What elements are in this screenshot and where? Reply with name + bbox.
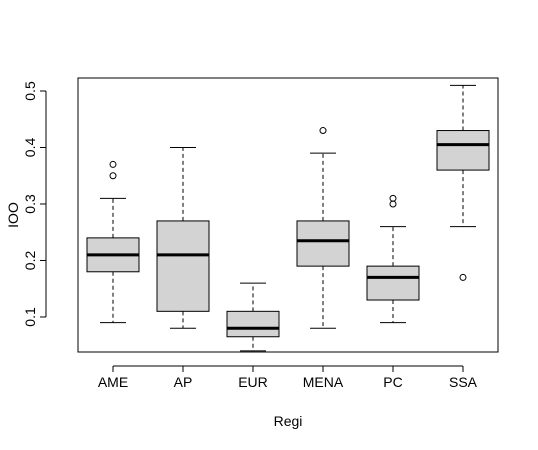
iqr-box — [436, 130, 490, 171]
iqr-box — [226, 310, 280, 338]
x-tick-label: SSA — [449, 374, 478, 390]
outlier-point — [109, 160, 117, 168]
x-axis-label: Regi — [274, 413, 303, 429]
y-tick-label: 0.3 — [22, 194, 38, 214]
outlier-point — [319, 127, 327, 135]
box-mena — [296, 127, 350, 329]
y-tick-label: 0.2 — [22, 251, 38, 271]
y-axis-label: IOO — [5, 202, 21, 228]
x-tick-label: PC — [383, 374, 402, 390]
box-ap — [156, 146, 210, 329]
plot-frame — [77, 77, 499, 353]
x-tick-label: EUR — [238, 374, 268, 390]
y-tick-label: 0.1 — [22, 307, 38, 327]
box-ame — [86, 160, 140, 324]
outlier-point — [459, 273, 467, 281]
outlier-point — [109, 172, 117, 180]
box-pc — [366, 194, 420, 324]
y-tick-label: 0.5 — [22, 81, 38, 101]
boxes-group — [86, 84, 490, 352]
iqr-box — [296, 220, 350, 267]
x-axis: AME AP EUR MENA PC SSA — [98, 365, 478, 390]
iqr-box — [156, 220, 210, 312]
x-tick-label: MENA — [303, 374, 344, 390]
box-eur — [226, 282, 280, 352]
y-axis: 0.1 0.2 0.3 0.4 0.5 — [22, 81, 47, 327]
outlier-point — [389, 200, 397, 208]
box-ssa — [436, 84, 490, 281]
y-tick-label: 0.4 — [22, 138, 38, 158]
x-tick-label: AME — [98, 374, 128, 390]
outlier-point — [389, 194, 397, 202]
x-tick-label: AP — [174, 374, 193, 390]
iqr-box — [366, 265, 420, 301]
